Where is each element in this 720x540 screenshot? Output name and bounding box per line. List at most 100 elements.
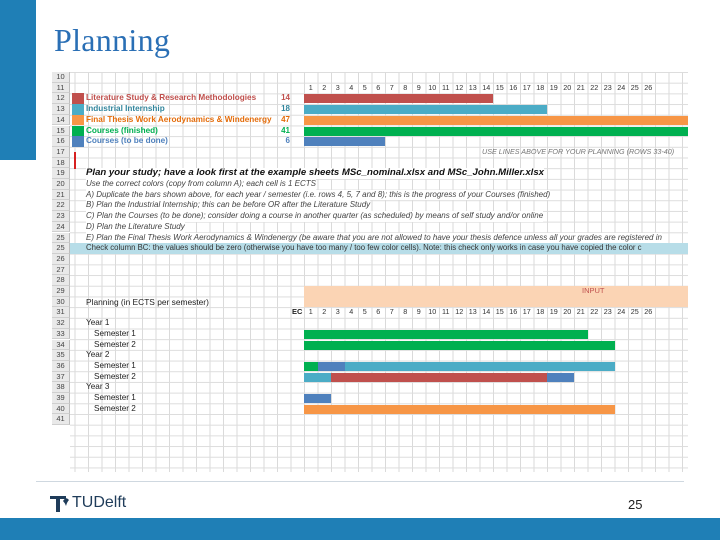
plan-bar[interactable] bbox=[304, 404, 615, 414]
week-number: 3 bbox=[335, 82, 340, 92]
color-key bbox=[72, 104, 84, 115]
week-number: 17 bbox=[522, 307, 531, 317]
activity-bar[interactable] bbox=[304, 115, 688, 125]
row-number[interactable]: 28 bbox=[52, 275, 70, 286]
activity-bar[interactable] bbox=[304, 105, 547, 115]
activity-label: Literature Study & Research Methodologie… bbox=[86, 93, 257, 103]
row-number[interactable]: 18 bbox=[52, 157, 70, 169]
row-number[interactable]: 20 bbox=[52, 179, 70, 190]
row-number[interactable]: 26 bbox=[52, 253, 70, 265]
accent-bar bbox=[0, 0, 36, 160]
week-number: 4 bbox=[349, 307, 354, 317]
row-number[interactable]: 39 bbox=[52, 393, 70, 404]
slide-title: Planning bbox=[54, 22, 171, 58]
plan-row: 39 Semester 1 bbox=[52, 393, 688, 404]
row-number[interactable]: 33 bbox=[52, 328, 70, 340]
plan-bar[interactable] bbox=[304, 361, 318, 371]
row-number[interactable]: 25 bbox=[52, 232, 70, 244]
activity-bar[interactable] bbox=[304, 94, 493, 104]
activity-bar[interactable] bbox=[304, 137, 385, 147]
week-number: 18 bbox=[536, 82, 545, 92]
row-number[interactable]: 13 bbox=[52, 104, 70, 115]
activity-bar[interactable] bbox=[304, 126, 688, 136]
plan-row-label: Semester 1 bbox=[94, 393, 136, 402]
week-number: 13 bbox=[468, 307, 477, 317]
row-number[interactable]: 29 bbox=[52, 286, 70, 297]
week-number: 11 bbox=[442, 307, 450, 317]
plan-bar[interactable] bbox=[304, 372, 331, 382]
week-number: 12 bbox=[455, 82, 464, 92]
row-number[interactable]: 38 bbox=[52, 382, 70, 393]
row-number[interactable]: 34 bbox=[52, 339, 70, 351]
row-number[interactable]: 10 bbox=[52, 72, 70, 83]
plan-bar[interactable] bbox=[331, 372, 547, 382]
week-number: 19 bbox=[549, 82, 558, 92]
row-number[interactable]: 11 bbox=[52, 82, 70, 94]
row-number[interactable]: 36 bbox=[52, 360, 70, 372]
row-number[interactable]: 21 bbox=[52, 189, 70, 201]
instruction-row: 22 B) Plan the Industrial Internship; thi… bbox=[52, 200, 688, 212]
row-number[interactable]: 19 bbox=[52, 168, 70, 179]
plan-bar[interactable] bbox=[344, 361, 615, 371]
row-number[interactable]: 15 bbox=[52, 125, 70, 137]
planning-title-row: 30 Planning (in ECTS per semester) bbox=[52, 296, 688, 308]
week-number: 20 bbox=[563, 307, 572, 317]
week-number: 4 bbox=[349, 82, 354, 92]
week-number: 12 bbox=[455, 307, 464, 317]
row-number[interactable]: 17 bbox=[52, 146, 70, 158]
row-number[interactable]: 37 bbox=[52, 371, 70, 383]
plan-bar[interactable] bbox=[317, 361, 345, 371]
check-text: Check column BC: the values should be ze… bbox=[86, 243, 642, 253]
plan-bar[interactable] bbox=[547, 372, 574, 382]
plan-row: 36 Semester 1 bbox=[52, 360, 688, 372]
row-number[interactable]: 31 bbox=[52, 307, 70, 319]
row-number[interactable]: 35 bbox=[52, 350, 70, 361]
week-number: 25 bbox=[630, 82, 639, 92]
plan-row: 41 bbox=[52, 414, 688, 426]
row-number[interactable]: 16 bbox=[52, 136, 70, 147]
planning-label: Planning (in ECTS per semester) bbox=[86, 296, 209, 307]
top-row: 15 Courses (finished) 41 bbox=[52, 125, 688, 137]
logo-text: TUDelft bbox=[72, 494, 127, 511]
row-number[interactable]: 22 bbox=[52, 200, 70, 212]
row-number[interactable]: 30 bbox=[52, 296, 70, 308]
week-number: 8 bbox=[403, 307, 408, 317]
row-number[interactable]: 14 bbox=[52, 114, 70, 126]
week-number: 15 bbox=[495, 82, 504, 92]
check-row: 25 Check column BC: the values should be … bbox=[52, 243, 688, 254]
row-number[interactable]: 23 bbox=[52, 211, 70, 222]
sheet-row: 18 bbox=[52, 151, 688, 169]
spreadsheet[interactable]: 10 11 1 2 3 4 5 6 7 8 9 10 11 12 13 14 15 16 17 18 19 20 21 22 2… bbox=[52, 72, 688, 472]
week-number: 8 bbox=[403, 82, 408, 92]
plan-bar[interactable] bbox=[304, 394, 331, 403]
sheet-row: 26 bbox=[52, 253, 688, 265]
plan-row-label: Year 1 bbox=[86, 318, 110, 328]
input-row: 29 INPUT bbox=[52, 286, 688, 308]
plan-row-label: Semester 2 bbox=[94, 339, 136, 349]
row-number[interactable]: 32 bbox=[52, 318, 70, 329]
instruction-text: A) Duplicate the bars shown above, for e… bbox=[86, 189, 551, 201]
check-banner bbox=[70, 243, 688, 254]
plan-bar[interactable] bbox=[304, 329, 588, 339]
activity-ects: 6 bbox=[285, 136, 290, 146]
plan-row-label: Year 2 bbox=[86, 350, 110, 360]
row-number[interactable]: 41 bbox=[52, 414, 70, 426]
week-number: 20 bbox=[563, 82, 572, 92]
row-number[interactable]: 12 bbox=[52, 93, 70, 105]
top-row: 10 bbox=[52, 72, 688, 83]
row-number[interactable]: 40 bbox=[52, 403, 70, 415]
activity-ects: 41 bbox=[281, 125, 290, 135]
ec-row: 31 EC 1 2 3 4 5 6 7 8 9 10 11 12 13 14 15 16 17 18 19 20 21 22 2… bbox=[52, 307, 688, 319]
row-number[interactable]: 27 bbox=[52, 264, 70, 276]
plan-row: 35 Year 2 bbox=[52, 350, 688, 361]
instruction-text: E) Plan the Final Thesis Work Aerodynami… bbox=[86, 232, 662, 244]
row-number[interactable]: 24 bbox=[52, 221, 70, 233]
week-number: 23 bbox=[603, 307, 612, 317]
row-number[interactable]: 25 bbox=[52, 243, 70, 254]
week-number: 7 bbox=[389, 82, 394, 92]
activity-ects: 18 bbox=[281, 104, 290, 114]
instruction-row: 20 Use the correct colors (copy from colu… bbox=[52, 179, 688, 190]
week-number: 26 bbox=[644, 307, 653, 317]
plan-bar[interactable] bbox=[304, 340, 615, 350]
